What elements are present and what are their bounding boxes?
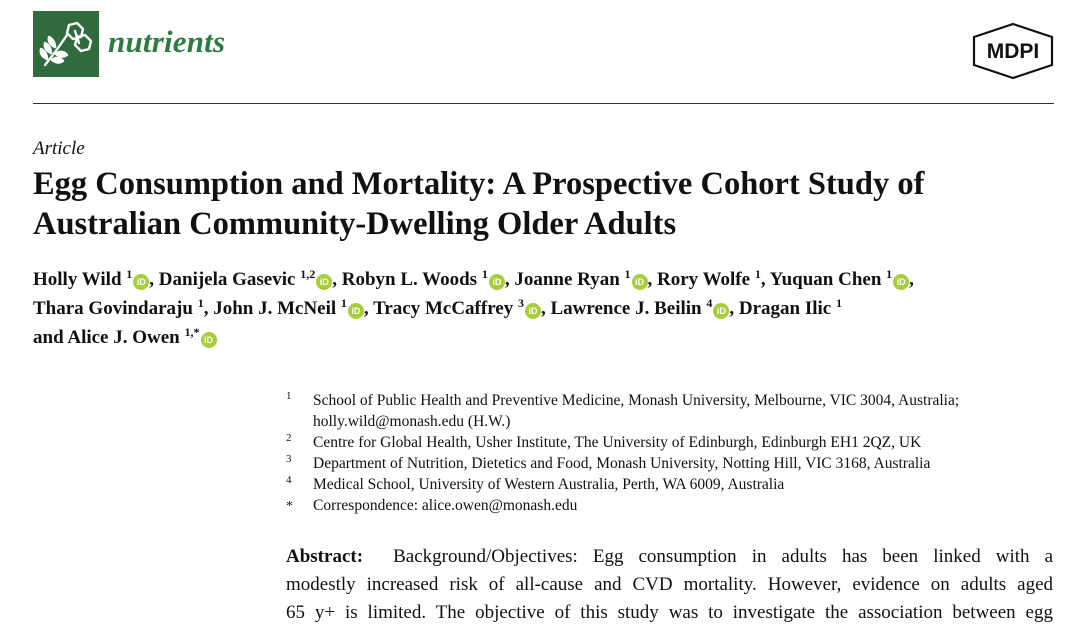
author-name[interactable]: Yuquan Chen [769, 269, 882, 290]
orcid-icon[interactable]: iD [525, 303, 541, 319]
author-separator: , [760, 269, 770, 290]
affiliation-marker: 3 [518, 296, 524, 310]
orcid-icon[interactable]: iD [200, 332, 217, 348]
abstract: Abstract: Background/Objectives: Egg con… [286, 543, 1053, 627]
affiliation-marker: 1 [197, 296, 204, 310]
abstract-line: 65 y+ is limited. The objective of this … [286, 602, 1053, 623]
author-row: and Alice J. Owen 1,*iD [33, 324, 1063, 353]
author-separator: , [149, 269, 159, 290]
abstract-line: Abstract: Background/Objectives: Egg con… [286, 543, 1053, 571]
author-separator: , [909, 269, 914, 290]
affiliation-item: * Correspondence: alice.owen@monash.edu [286, 495, 1046, 516]
orcid-icon[interactable]: iD [316, 274, 333, 290]
journal-name: nutrients [108, 24, 226, 59]
affiliation-number: 3 [286, 453, 292, 465]
affiliation-text[interactable]: Correspondence: alice.owen@monash.edu [313, 497, 578, 514]
affiliation-number: 4 [286, 474, 292, 486]
author-name[interactable]: Joanne Ryan [514, 269, 620, 290]
orcid-icon[interactable]: iD [893, 274, 910, 290]
title-line: Australian Community-Dwelling Older Adul… [33, 206, 677, 242]
affiliation-text: Department of Nutrition, Dietetics and F… [313, 455, 931, 472]
orcid-icon[interactable]: iD [347, 303, 364, 319]
author-name[interactable]: Tracy McCaffrey [373, 298, 514, 319]
author-row: Thara Govindaraju 1, John J. McNeil 1iD,… [33, 295, 1063, 324]
article-title: Egg Consumption and Mortality: A Prospec… [33, 164, 1063, 244]
affiliation-marker: 1 [754, 267, 761, 281]
author-list: Holly Wild 1iD, Danijela Gasevic 1,2iD, … [33, 266, 1063, 353]
abstract-text: Background/Objectives: Egg consumption i… [393, 546, 1053, 567]
author-name[interactable]: John J. McNeil [213, 298, 337, 319]
affiliation-list: 1 School of Public Health and Preventive … [286, 390, 1046, 516]
author-separator: , [332, 269, 342, 290]
affiliation-number: 2 [286, 432, 292, 444]
affiliation-item: 2 Centre for Global Health, Usher Institu… [286, 432, 1046, 453]
article-type: Article [33, 138, 85, 159]
affiliation-marker: 1 [126, 267, 133, 281]
affiliation-text: Medical School, University of Western Au… [313, 476, 785, 493]
affiliation-marker: 1 [835, 296, 842, 310]
author-separator: , [363, 298, 374, 319]
author-separator: , [203, 298, 214, 319]
author-separator: , [541, 298, 551, 319]
affiliation-marker: 1 [481, 267, 488, 281]
orcid-icon[interactable]: iD [631, 274, 648, 290]
affiliation-marker: 1 [624, 267, 631, 281]
orcid-icon[interactable]: iD [488, 274, 505, 290]
affiliation-number: 1 [286, 390, 292, 402]
author-name[interactable]: Robyn L. Woods [341, 269, 478, 290]
author-name[interactable]: Thara Govindaraju [33, 298, 193, 319]
author-name[interactable]: Rory Wolfe [657, 269, 751, 290]
affiliation-marker: 4 [706, 296, 713, 310]
author-separator: , [504, 269, 515, 290]
mdpi-logo-text: MDPI [987, 40, 1040, 63]
orcid-icon[interactable]: iD [133, 274, 150, 290]
affiliation-marker: 1 [340, 296, 347, 310]
affiliation-text[interactable]: holly.wild@monash.edu (H.W.) [313, 413, 511, 430]
author-conjunction: and [33, 327, 68, 348]
author-name[interactable]: Alice J. Owen [67, 327, 180, 348]
affiliation-marker: 1,* [184, 325, 200, 339]
affiliation-text: Centre for Global Health, Usher Institut… [313, 434, 922, 451]
author-separator: , [647, 269, 658, 290]
abstract-label: Abstract: [286, 546, 364, 567]
affiliation-item: 3 Department of Nutrition, Dietetics and … [286, 453, 1046, 474]
title-line: Egg Consumption and Mortality: A Prospec… [33, 166, 925, 202]
affiliation-item: 1 School of Public Health and Preventive … [286, 390, 1046, 432]
author-name[interactable]: Danijela Gasevic [158, 269, 296, 290]
author-name[interactable]: Dragan Ilic [738, 298, 832, 319]
author-row: Holly Wild 1iD, Danijela Gasevic 1,2iD, … [33, 266, 1063, 295]
affiliation-text: School of Public Health and Preventive M… [313, 392, 960, 409]
journal-logo [33, 11, 99, 77]
affiliation-item: 4 Medical School, University of Western A… [286, 474, 1046, 495]
mdpi-logo: MDPI [972, 22, 1054, 80]
orcid-icon[interactable]: iD [713, 303, 730, 319]
abstract-line: modestly increased risk of all-cause and… [286, 574, 1053, 595]
author-name[interactable]: Holly Wild [33, 269, 122, 290]
header-divider [33, 103, 1054, 104]
affiliation-marker: 1,2 [300, 267, 316, 281]
nutrients-leaf-icon [39, 21, 93, 67]
author-name[interactable]: Lawrence J. Beilin [550, 298, 702, 319]
author-separator: , [729, 298, 739, 319]
affiliation-marker: 1 [886, 267, 893, 281]
affiliation-number: * [286, 499, 293, 514]
